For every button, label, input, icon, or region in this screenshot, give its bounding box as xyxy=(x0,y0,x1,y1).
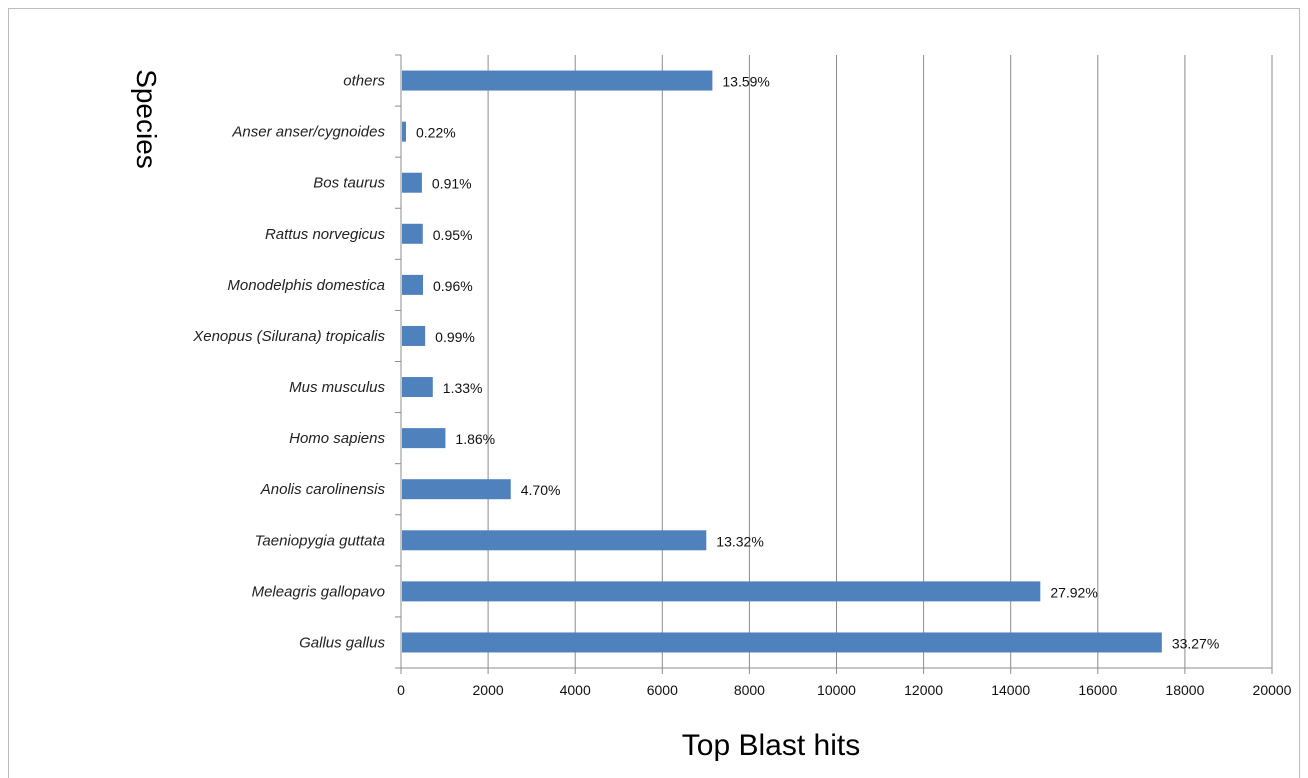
x-tick-label: 2000 xyxy=(473,682,504,698)
category-label: Xenopus (Silurana) tropicalis xyxy=(192,328,385,345)
bar xyxy=(402,428,446,449)
bar xyxy=(402,223,423,244)
x-tick-label: 10000 xyxy=(817,682,856,698)
bar xyxy=(402,530,707,551)
data-label: 33.27% xyxy=(1172,635,1219,651)
bar xyxy=(402,121,407,142)
category-label: Taeniopygia guttata xyxy=(255,532,385,549)
bar xyxy=(402,172,422,193)
category-labels: others Anser anser/cygnoides Bos taurus Rat… xyxy=(192,73,385,652)
data-label: 0.99% xyxy=(435,329,475,345)
bar xyxy=(402,274,423,295)
x-tick-label: 8000 xyxy=(734,682,765,698)
category-label: Homo sapiens xyxy=(289,430,385,447)
bar xyxy=(402,325,426,346)
category-label: Mus musculus xyxy=(289,379,385,396)
bar xyxy=(402,377,433,398)
x-tick-label: 14000 xyxy=(991,682,1030,698)
data-label: 1.86% xyxy=(455,431,495,447)
category-label: Anolis carolinensis xyxy=(260,481,386,498)
data-label: 4.70% xyxy=(521,482,561,498)
x-tick-label: 6000 xyxy=(647,682,678,698)
data-label: 13.59% xyxy=(722,74,769,90)
category-label: Monodelphis domestica xyxy=(227,277,385,294)
data-label: 0.91% xyxy=(432,176,472,192)
bar-chart: others Anser anser/cygnoides Bos taurus Rat… xyxy=(131,54,1292,762)
gridlines xyxy=(487,55,1273,668)
x-tick-label: 0 xyxy=(397,682,405,698)
x-tick-label: 12000 xyxy=(904,682,943,698)
data-label: 27.92% xyxy=(1050,584,1097,600)
bar xyxy=(402,70,713,91)
category-label: others xyxy=(343,73,385,90)
category-label: Rattus norvegicus xyxy=(265,226,386,243)
x-axis-title: Top Blast hits xyxy=(682,729,860,762)
data-label: 0.95% xyxy=(433,227,473,243)
chart-frame: others Anser anser/cygnoides Bos taurus Rat… xyxy=(8,8,1300,778)
x-tick-label: 16000 xyxy=(1078,682,1117,698)
category-label: Gallus gallus xyxy=(299,634,385,651)
bar xyxy=(402,581,1041,602)
x-tick-label: 20000 xyxy=(1253,682,1292,698)
axes xyxy=(395,54,1273,674)
bars xyxy=(402,70,1162,653)
x-tick-labels: 0 2000 4000 6000 8000 10000 12000 14000 16000 180… xyxy=(397,682,1292,698)
data-label: 0.22% xyxy=(416,125,456,141)
bar xyxy=(402,632,1162,653)
category-label: Meleagris gallopavo xyxy=(252,583,385,600)
x-tick-label: 18000 xyxy=(1165,682,1204,698)
data-labels: 13.59% 0.22% 0.91% 0.95% 0.96% 0.99% 1.33% 1.86… xyxy=(416,74,1219,652)
data-label: 0.96% xyxy=(433,278,473,294)
data-label: 13.32% xyxy=(716,533,763,549)
x-tick-label: 4000 xyxy=(560,682,591,698)
data-label: 1.33% xyxy=(443,380,483,396)
category-label: Bos taurus xyxy=(313,175,385,192)
y-axis-title: Species xyxy=(131,69,162,169)
category-label: Anser anser/cygnoides xyxy=(231,124,385,141)
bar xyxy=(402,479,511,500)
